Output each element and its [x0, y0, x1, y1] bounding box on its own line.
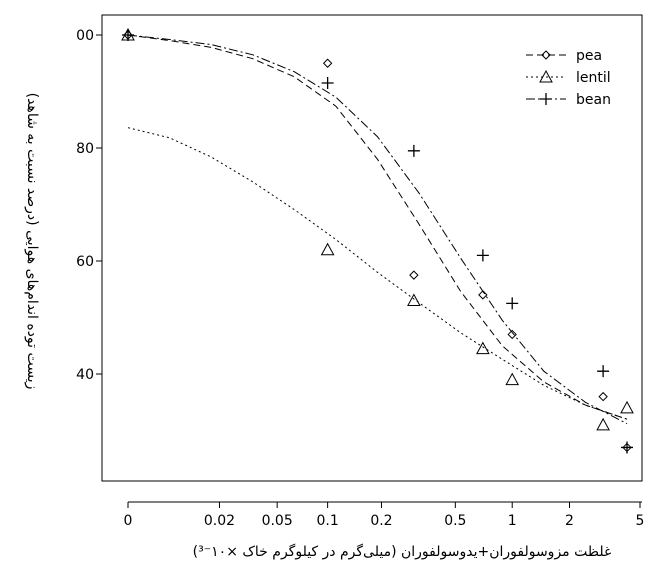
x-tick-label: 0.02 — [204, 513, 235, 529]
x-tick-label: 2 — [565, 513, 574, 529]
point-bean — [321, 77, 334, 90]
y-axis: 00 80 60 40 — [76, 28, 102, 383]
x-tick-label: 0 — [124, 513, 133, 529]
legend-label-bean: bean — [576, 92, 611, 108]
series-line-pea — [127, 34, 628, 420]
legend-marker-lentil — [539, 69, 553, 83]
point-bean — [621, 441, 633, 454]
x-tick-label: 0.1 — [316, 513, 338, 529]
fit-lines — [127, 34, 628, 425]
plot-frame — [101, 14, 643, 482]
legend: pea lentil bean — [526, 48, 611, 108]
legend-marker-pea — [541, 50, 551, 60]
point-lentil — [476, 341, 490, 355]
x-tick-label: 0.05 — [262, 513, 293, 529]
x-axis: 0 0.02 0.05 0.1 0.2 0.5 1 2 5 — [124, 501, 645, 529]
point-bean — [597, 365, 610, 378]
point-lentil — [407, 293, 421, 307]
point-pea — [478, 290, 488, 300]
point-bean — [476, 249, 489, 262]
series-line-lentil — [127, 127, 628, 420]
y-tick-label: 60 — [76, 254, 94, 270]
y-tick-label: 00 — [76, 28, 94, 44]
point-pea — [507, 329, 517, 340]
point-lentil — [320, 242, 335, 256]
point-lentil — [620, 400, 634, 414]
data-points — [121, 27, 634, 454]
point-bean — [122, 29, 134, 41]
x-tick-label: 0.2 — [370, 513, 392, 529]
legend-label-pea: pea — [576, 48, 602, 64]
point-pea — [409, 270, 419, 280]
point-bean — [506, 297, 519, 310]
legend-label-lentil: lentil — [576, 70, 611, 86]
x-axis-title: غلظت مزوسولفوران+یدوسولفوران (میلی‌گرم د… — [193, 543, 612, 560]
series-line-bean — [127, 34, 628, 425]
point-lentil — [596, 417, 610, 431]
y-tick-label: 80 — [76, 141, 94, 157]
x-tick-label: 0.5 — [444, 513, 466, 529]
x-tick-label: 5 — [636, 513, 645, 529]
y-tick-label: 40 — [76, 367, 94, 383]
point-pea — [322, 58, 333, 68]
x-tick-label: 1 — [508, 513, 517, 529]
point-lentil — [505, 372, 520, 386]
y-axis-title: زیست توده اندام‌های هوایی (درصد نسبت به … — [24, 93, 40, 390]
point-bean — [407, 144, 420, 157]
point-pea — [598, 391, 608, 402]
legend-marker-bean — [540, 93, 552, 105]
